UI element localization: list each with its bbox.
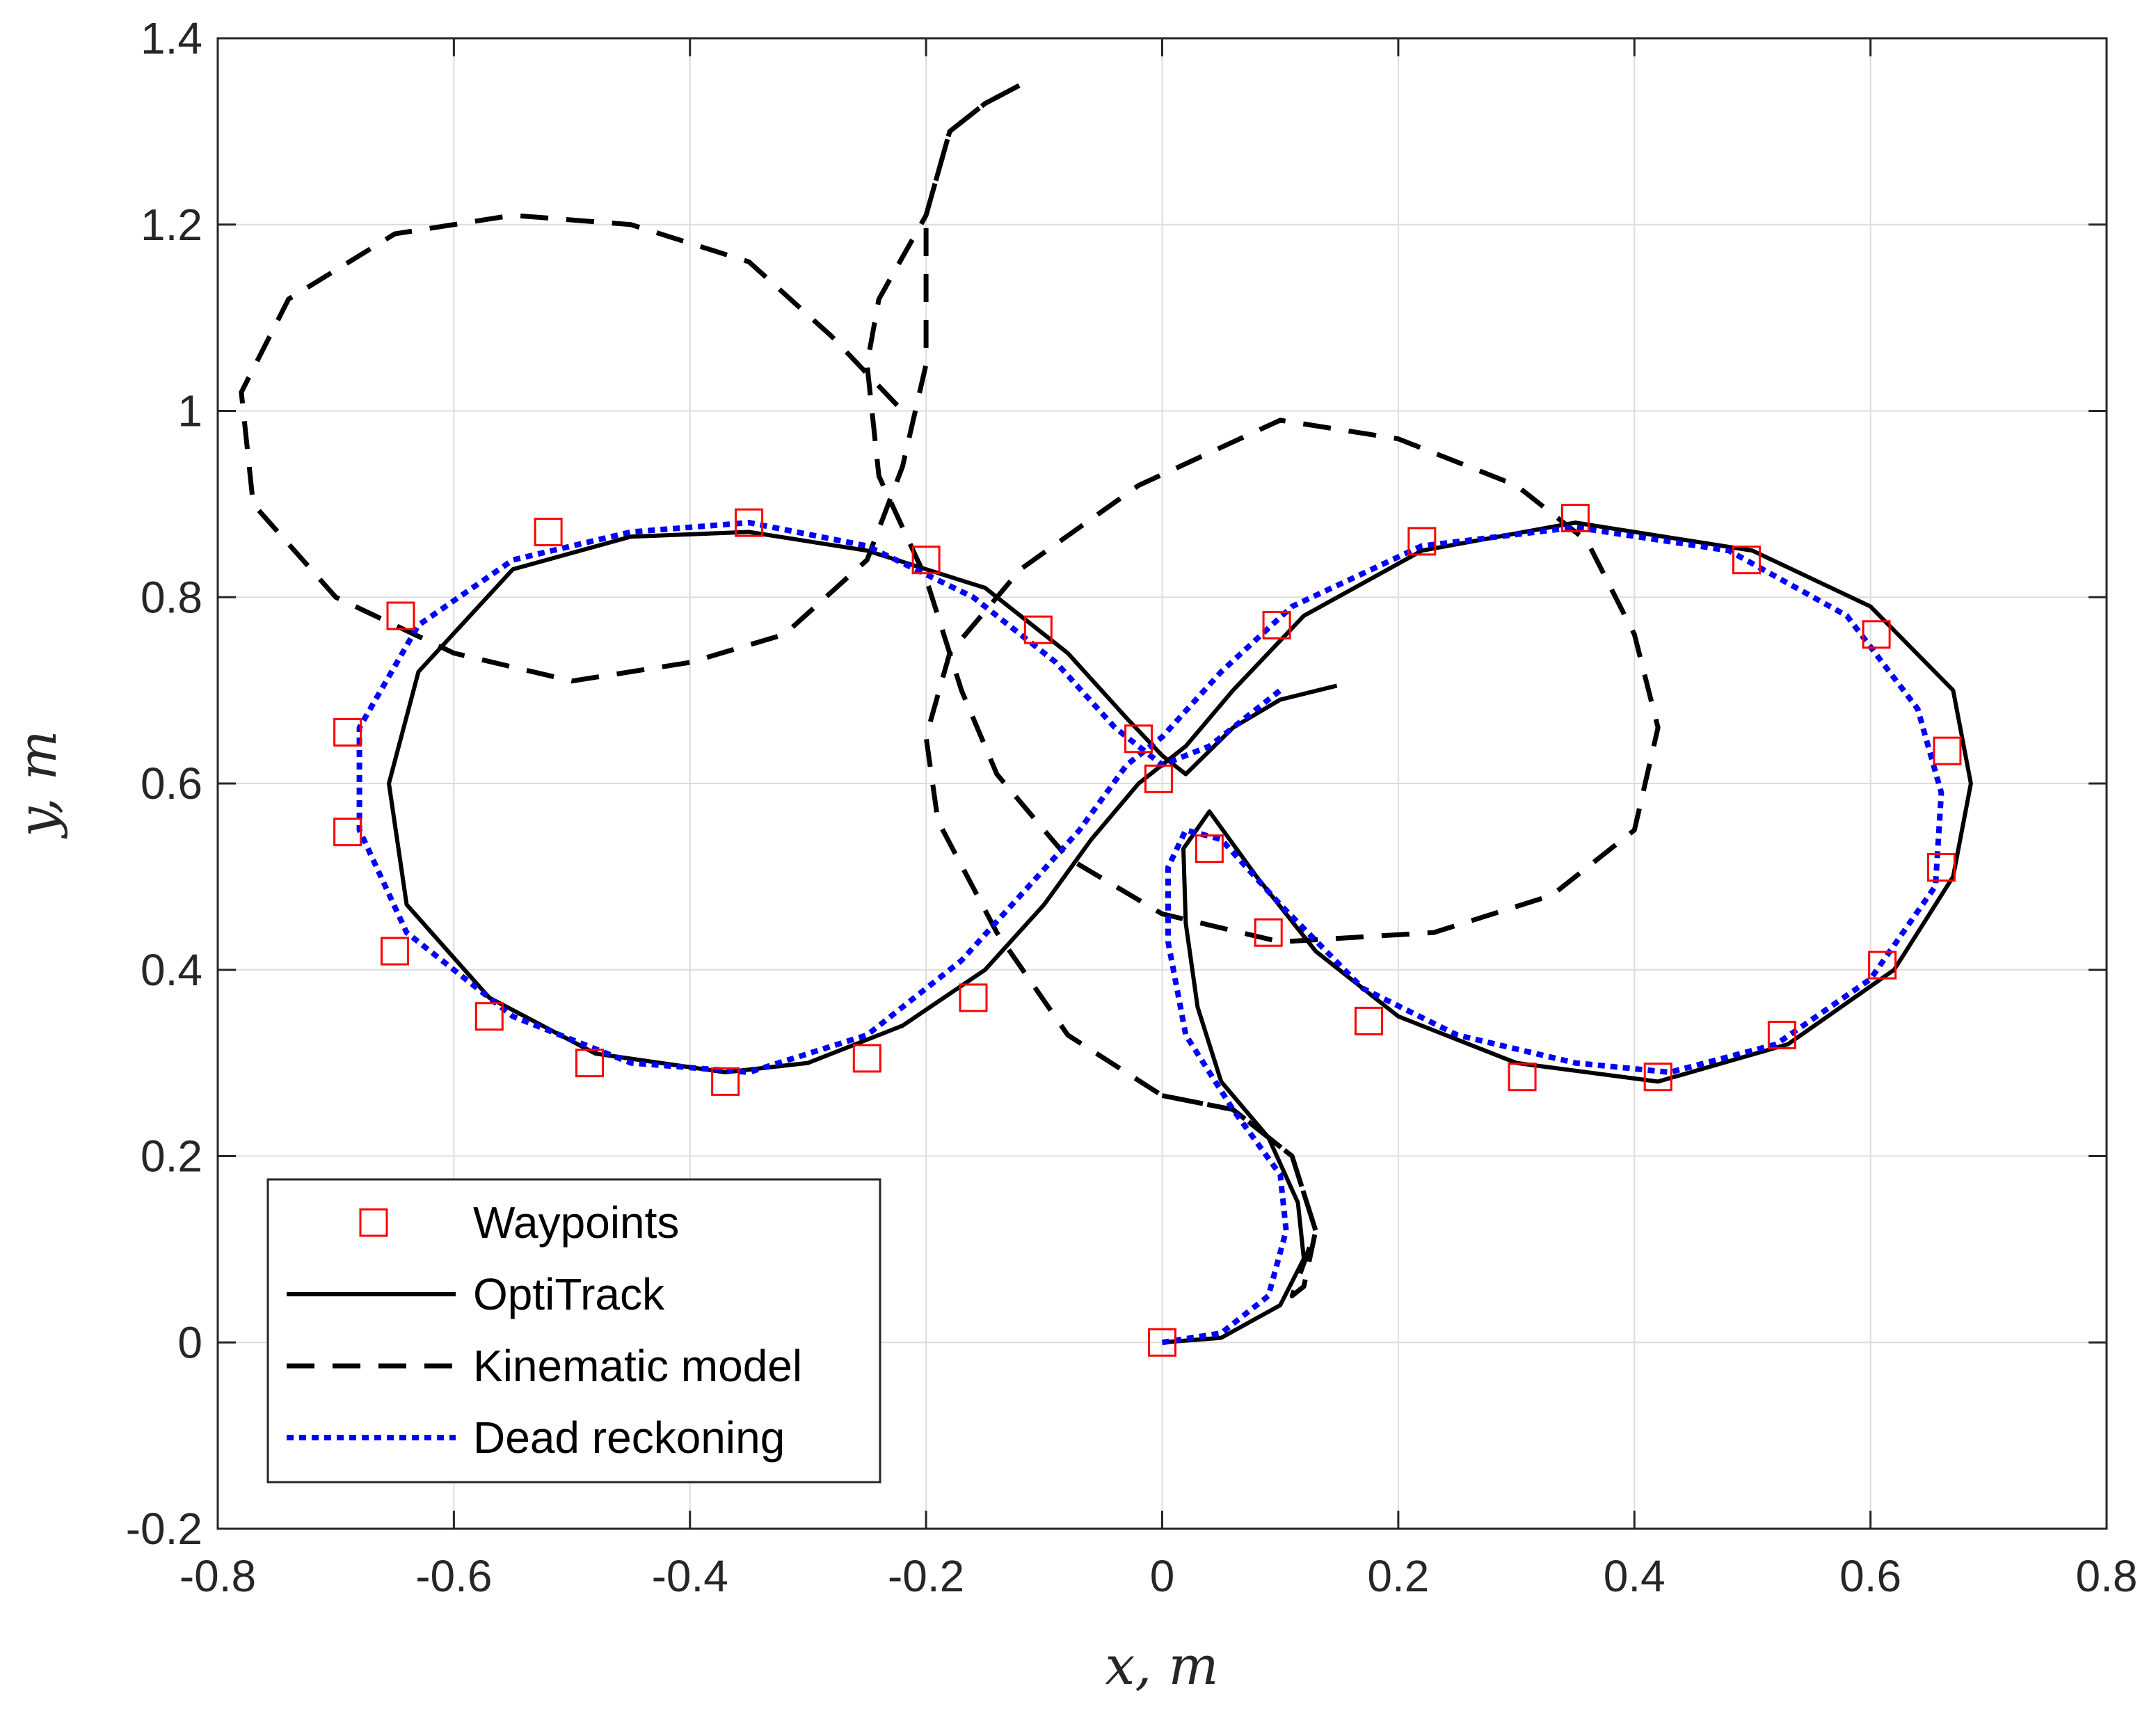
waypoint-marker <box>1407 527 1437 556</box>
waypoint-marker <box>381 937 410 966</box>
waypoint-marker <box>1868 951 1897 980</box>
waypoint-marker <box>386 601 415 630</box>
y-tick-label: 0.6 <box>141 758 202 809</box>
legend-swatch-waypoints <box>359 1208 388 1237</box>
waypoint-marker <box>1643 1063 1672 1092</box>
legend-label-waypoints: Waypoints <box>473 1198 679 1248</box>
series-layer <box>239 82 1973 1357</box>
waypoint-marker <box>711 1067 740 1096</box>
waypoint-marker <box>1862 620 1891 649</box>
legend-label-kinematic-model: Kinematic model <box>473 1341 802 1391</box>
legend-label-dead-reckoning: Dead reckoning <box>473 1413 785 1463</box>
x-tick-label: 0.2 <box>1367 1551 1429 1601</box>
tick-marks <box>216 37 2108 1530</box>
x-tick-label: 0.8 <box>2076 1551 2138 1601</box>
x-tick-label: 0 <box>1150 1551 1175 1601</box>
legend: Waypoints OptiTrack Kinematic model Dead re… <box>266 1178 881 1484</box>
waypoint-marker <box>1354 1006 1383 1035</box>
y-axis-label: y, m <box>6 730 68 838</box>
dead-reckoning-line <box>356 520 1945 1346</box>
waypoint-marker <box>1023 615 1053 644</box>
optitrack-line <box>387 520 1973 1345</box>
y-tick-label: 0.8 <box>141 572 202 622</box>
x-tick-label: -0.8 <box>179 1551 256 1601</box>
waypoint-marker <box>333 818 362 847</box>
waypoint-marker <box>1195 834 1224 864</box>
waypoint-marker <box>333 717 362 747</box>
waypoint-marker <box>1262 610 1291 639</box>
y-tick-label: -0.2 <box>126 1504 202 1554</box>
waypoint-marker <box>534 518 563 547</box>
waypoint-marker <box>1148 1328 1176 1357</box>
waypoint-marker <box>852 1044 881 1073</box>
y-tick-label: 1 <box>177 386 202 436</box>
legend-label-optitrack: OptiTrack <box>473 1269 665 1319</box>
waypoint-marker <box>474 1002 504 1031</box>
waypoint-marker <box>911 546 941 575</box>
waypoints-series <box>333 503 1962 1357</box>
waypoint-marker <box>1560 503 1590 532</box>
y-tick-label: 1.4 <box>141 13 202 63</box>
waypoint-marker <box>1933 736 1962 765</box>
kinematic-model-line <box>239 82 1661 1298</box>
waypoint-marker <box>1732 546 1761 575</box>
y-tick-labels: -0.2 0 0.2 0.4 0.6 0.8 1 1.2 1.4 <box>126 13 202 1554</box>
x-tick-label: 0.4 <box>1604 1551 1666 1601</box>
waypoint-marker <box>1144 764 1173 793</box>
waypoint-marker <box>1124 724 1153 754</box>
y-tick-label: 0 <box>177 1317 202 1367</box>
y-tick-label: 0.2 <box>141 1131 202 1182</box>
x-tick-labels: -0.8 -0.6 -0.4 -0.2 0 0.2 0.4 0.6 0.8 <box>179 1551 2138 1601</box>
y-tick-label: 0.4 <box>141 945 202 995</box>
x-tick-label: -0.4 <box>652 1551 728 1601</box>
waypoint-marker <box>1926 852 1956 882</box>
x-tick-label: 0.6 <box>1839 1551 1901 1601</box>
legend-box <box>266 1178 881 1484</box>
waypoint-marker <box>1508 1063 1537 1092</box>
y-tick-label: 1.2 <box>141 200 202 250</box>
waypoint-marker <box>959 983 988 1012</box>
x-axis-label: x, m <box>1105 1635 1218 1696</box>
x-tick-label: -0.6 <box>415 1551 492 1601</box>
waypoint-marker <box>1767 1020 1796 1049</box>
x-tick-label: -0.2 <box>888 1551 964 1601</box>
waypoint-marker <box>575 1049 605 1078</box>
waypoint-marker <box>735 508 764 537</box>
waypoint-marker <box>1254 918 1283 947</box>
